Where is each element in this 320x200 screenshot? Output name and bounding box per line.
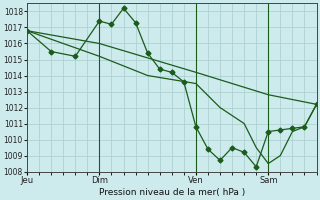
X-axis label: Pression niveau de la mer( hPa ): Pression niveau de la mer( hPa ) bbox=[99, 188, 245, 197]
